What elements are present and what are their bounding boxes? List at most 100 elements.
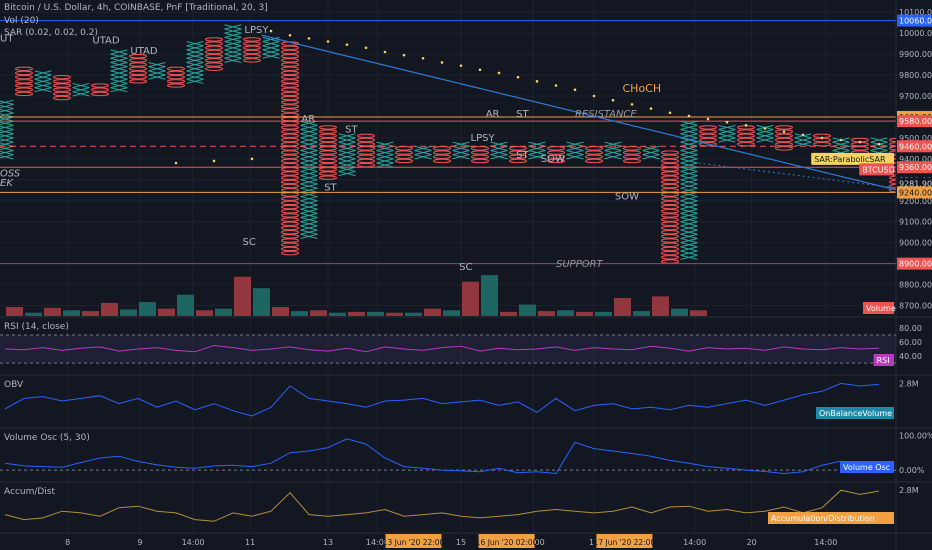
x-mark (300, 175, 318, 181)
x-mark (680, 221, 698, 227)
o-mark (319, 175, 337, 180)
chart-title[interactable]: Bitcoin / U.S. Dollar, 4h, COINBASE, PnF… (4, 3, 268, 13)
x-mark (680, 158, 698, 164)
time-tick-label: 9 (137, 538, 142, 547)
vosc-tick: 100.00% (899, 431, 932, 440)
x-mark (0, 116, 14, 121)
o-mark (15, 66, 33, 71)
o-mark (205, 58, 223, 63)
volume-group (6, 275, 707, 316)
o-mark (281, 121, 299, 126)
x-mark (300, 200, 318, 206)
o-mark (775, 146, 793, 151)
o-mark (699, 137, 717, 143)
x-mark (0, 137, 14, 142)
o-mark (281, 221, 299, 227)
volume-bar (462, 281, 479, 316)
x-mark (300, 221, 318, 227)
volume-bar (557, 310, 574, 316)
o-mark (53, 74, 71, 80)
o-mark (661, 225, 679, 231)
price-tick-label: 9500.00 (899, 134, 932, 143)
o-mark (281, 238, 299, 243)
o-mark (281, 79, 299, 84)
o-mark (281, 209, 299, 214)
sar-dot (744, 124, 748, 127)
x-mark (680, 225, 698, 231)
o-mark (205, 62, 223, 67)
volume-bar (291, 311, 308, 316)
x-mark (300, 196, 318, 202)
annotation-label: EK (0, 178, 14, 189)
x-mark (718, 124, 736, 131)
o-mark (53, 95, 71, 101)
rsi-band (0, 335, 896, 363)
o-mark (433, 146, 451, 151)
x-mark (718, 129, 736, 135)
rsi-tick: 80.00 (899, 324, 922, 333)
volume-bar (652, 296, 669, 316)
o-mark (129, 62, 147, 67)
o-column (433, 146, 451, 164)
o-mark (15, 74, 33, 80)
x-mark (224, 45, 242, 51)
o-mark (281, 58, 299, 63)
x-mark (224, 24, 242, 30)
sar-dot (630, 103, 634, 106)
x-mark (262, 49, 280, 55)
sar-dot (649, 107, 653, 110)
trendline (261, 34, 899, 191)
o-mark (281, 229, 299, 235)
x-mark (148, 70, 166, 76)
volume-bar (595, 311, 612, 316)
o-mark (699, 133, 717, 139)
annotation-label: LPSY (471, 133, 496, 144)
volume-bar (82, 311, 99, 316)
o-mark (243, 41, 261, 46)
x-mark (680, 129, 698, 135)
o-mark (205, 53, 223, 59)
o-mark (281, 175, 299, 180)
x-column (414, 145, 432, 160)
volume-legend[interactable]: Vol (20) (4, 16, 39, 26)
x-mark (300, 212, 318, 219)
x-mark (642, 149, 660, 156)
volume-bar (405, 312, 422, 316)
x-mark (566, 149, 584, 156)
o-mark (205, 49, 223, 55)
o-mark (281, 141, 299, 147)
x-column (376, 141, 394, 168)
pnf-columns (0, 24, 932, 264)
o-mark (15, 79, 33, 84)
x-mark (300, 133, 318, 139)
volume-bar (633, 311, 650, 316)
sar-dot (307, 37, 311, 40)
x-mark (604, 145, 622, 151)
x-mark (680, 175, 698, 181)
volume-bar (576, 311, 593, 316)
sar-legend[interactable]: SAR (0.02, 0.02, 0.2) (4, 28, 99, 38)
x-mark (0, 154, 14, 159)
x-column (224, 24, 242, 63)
sar-dot (801, 133, 805, 137)
o-mark (661, 175, 679, 180)
x-mark (756, 137, 774, 143)
o-mark (661, 213, 679, 218)
obv-label: OBV (4, 380, 24, 390)
annotation-label: ST (516, 109, 529, 120)
o-mark (281, 104, 299, 109)
x-mark (0, 120, 14, 125)
series-tag-bg (859, 163, 894, 176)
x-mark (490, 154, 508, 160)
x-mark (300, 229, 318, 235)
x-mark (680, 254, 698, 260)
o-mark (585, 158, 603, 164)
x-mark (528, 154, 546, 160)
volume-bar (215, 308, 232, 316)
o-mark (281, 171, 299, 176)
x-mark (794, 137, 812, 143)
o-mark (357, 137, 375, 143)
price-label-bg (897, 14, 932, 27)
volume-bar (101, 302, 118, 316)
